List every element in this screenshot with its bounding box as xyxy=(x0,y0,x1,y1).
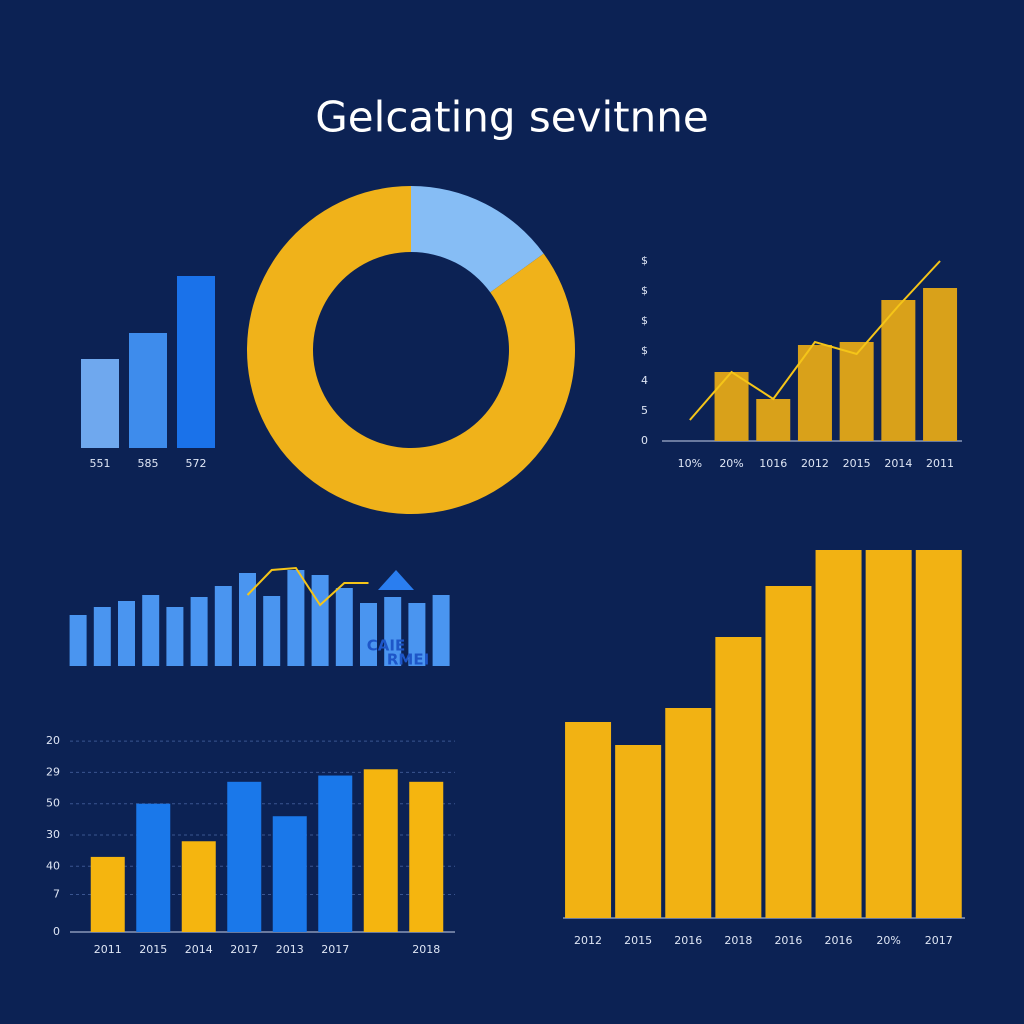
bar xyxy=(865,550,912,918)
bar xyxy=(81,359,119,448)
x-tick-label: 2014 xyxy=(884,457,912,470)
bar xyxy=(765,586,812,918)
title: Gelcating sevitnne xyxy=(315,93,708,142)
y-tick-label: 50 xyxy=(46,797,60,810)
bar xyxy=(756,399,791,441)
y-tick-label: $ xyxy=(641,314,648,327)
y-tick-label: 20 xyxy=(46,734,60,747)
x-tick-label: 2018 xyxy=(412,943,440,956)
x-tick-label: 2013 xyxy=(276,943,304,956)
bar xyxy=(839,342,874,441)
bar xyxy=(272,816,307,932)
annotation: CAIE xyxy=(367,637,405,655)
bar xyxy=(815,550,862,918)
annotation: RMEI xyxy=(387,651,429,669)
bar xyxy=(214,586,232,666)
donut-slice xyxy=(246,186,575,514)
x-tick-label: 572 xyxy=(186,457,207,470)
y-tick-label: 0 xyxy=(53,925,60,938)
bar xyxy=(615,745,662,918)
y-tick-label: $ xyxy=(641,284,648,297)
x-tick-label: 585 xyxy=(138,457,159,470)
y-tick-label: 29 xyxy=(46,765,60,778)
line xyxy=(689,260,941,421)
bar xyxy=(69,615,87,666)
y-tick-label: 7 xyxy=(53,887,60,900)
bar xyxy=(363,769,398,932)
y-tick-label: 40 xyxy=(46,859,60,872)
x-tick-label: 2017 xyxy=(230,943,258,956)
y-tick-label: 0 xyxy=(641,434,648,447)
bar xyxy=(915,550,962,918)
bar xyxy=(360,603,377,666)
bar xyxy=(335,588,353,666)
bar xyxy=(190,597,208,666)
x-tick-label: 2016 xyxy=(774,934,802,947)
x-tick-label: 2016 xyxy=(825,934,853,947)
x-tick-label: 2011 xyxy=(94,943,122,956)
line xyxy=(246,566,369,607)
bar xyxy=(565,722,612,918)
x-tick-label: 1016 xyxy=(759,457,787,470)
bar xyxy=(432,595,450,666)
bar xyxy=(90,856,125,932)
y-tick-label: 30 xyxy=(46,828,60,841)
x-tick-label: 20% xyxy=(719,457,743,470)
bar xyxy=(118,601,135,666)
bar xyxy=(129,333,167,448)
x-tick-label: 551 xyxy=(90,457,111,470)
x-tick-label: 2012 xyxy=(574,934,602,947)
donut-slice xyxy=(411,186,544,293)
x-tick-label: 10% xyxy=(678,457,702,470)
bar xyxy=(227,781,262,932)
x-tick-label: 2014 xyxy=(185,943,213,956)
x-tick-label: 2015 xyxy=(843,457,871,470)
bar xyxy=(287,570,305,666)
x-tick-label: 2012 xyxy=(801,457,829,470)
bar xyxy=(136,803,171,932)
bar xyxy=(408,603,426,666)
x-tick-label: 2011 xyxy=(926,457,954,470)
bar xyxy=(263,596,281,666)
bar xyxy=(881,300,916,441)
bar xyxy=(715,637,762,918)
y-tick-label: $ xyxy=(641,344,648,357)
x-tick-label: 2018 xyxy=(724,934,752,947)
bar xyxy=(93,607,111,666)
bar xyxy=(142,595,160,666)
x-tick-label: 2015 xyxy=(139,943,167,956)
x-tick-label: 2015 xyxy=(624,934,652,947)
bar xyxy=(923,288,958,441)
arrow-icon xyxy=(378,570,414,590)
bar xyxy=(166,607,184,666)
x-tick-label: 2017 xyxy=(925,934,953,947)
bar xyxy=(409,781,444,932)
x-tick-label: 2017 xyxy=(321,943,349,956)
bar xyxy=(318,775,353,932)
y-tick-label: 5 xyxy=(641,404,648,417)
bar xyxy=(177,276,215,448)
x-tick-label: 2016 xyxy=(674,934,702,947)
y-tick-label: $ xyxy=(641,254,648,267)
bar xyxy=(239,573,256,666)
x-tick-label: 20% xyxy=(876,934,900,947)
bar xyxy=(384,597,402,666)
bar xyxy=(714,372,749,441)
y-tick-label: 4 xyxy=(641,374,648,387)
bar xyxy=(311,575,329,666)
bar xyxy=(797,345,832,441)
bar xyxy=(181,841,216,932)
bar xyxy=(665,708,712,918)
